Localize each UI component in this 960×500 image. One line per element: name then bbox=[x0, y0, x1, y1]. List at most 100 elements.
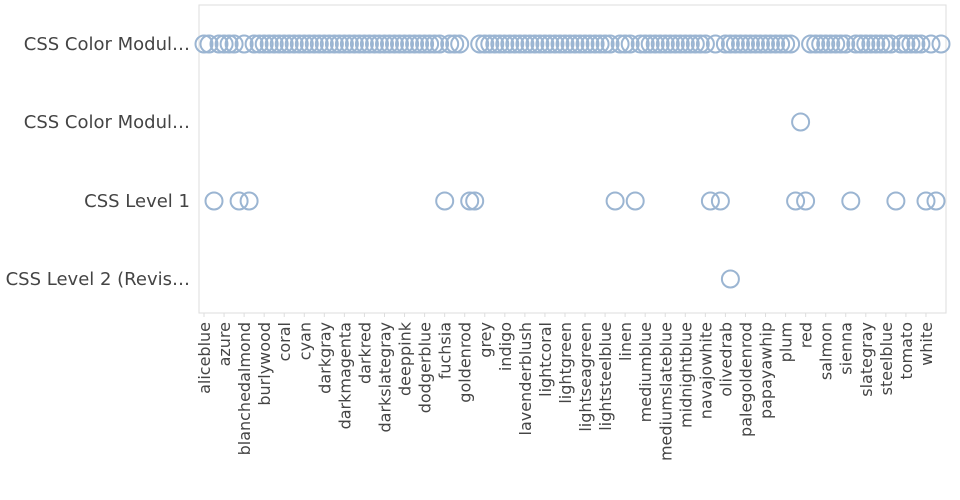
data-point[interactable] bbox=[259, 34, 279, 54]
data-point[interactable] bbox=[289, 34, 309, 54]
data-point[interactable] bbox=[294, 34, 314, 54]
data-point[interactable] bbox=[279, 34, 299, 54]
data-point[interactable] bbox=[194, 34, 214, 54]
data-point[interactable] bbox=[309, 34, 329, 54]
data-point[interactable] bbox=[555, 34, 575, 54]
data-point[interactable] bbox=[269, 34, 289, 54]
data-point[interactable] bbox=[380, 34, 399, 54]
data-point[interactable] bbox=[314, 34, 334, 54]
data-point[interactable] bbox=[590, 34, 610, 54]
data-point[interactable] bbox=[214, 34, 234, 54]
data-point[interactable] bbox=[821, 34, 841, 54]
data-point[interactable] bbox=[786, 191, 806, 211]
data-point[interactable] bbox=[354, 34, 374, 54]
data-point[interactable] bbox=[715, 34, 735, 54]
data-point[interactable] bbox=[720, 269, 740, 289]
data-point[interactable] bbox=[339, 34, 359, 54]
data-point[interactable] bbox=[244, 34, 264, 54]
data-point[interactable] bbox=[395, 34, 414, 54]
data-point[interactable] bbox=[365, 34, 384, 54]
data-point[interactable] bbox=[505, 34, 525, 54]
data-point[interactable] bbox=[831, 34, 851, 54]
data-point[interactable] bbox=[655, 34, 675, 54]
data-point[interactable] bbox=[560, 34, 580, 54]
data-point[interactable] bbox=[585, 34, 605, 54]
data-point[interactable] bbox=[249, 34, 269, 54]
data-point[interactable] bbox=[575, 34, 595, 54]
data-point[interactable] bbox=[906, 34, 926, 54]
data-point[interactable] bbox=[545, 34, 565, 54]
data-point[interactable] bbox=[450, 34, 470, 54]
data-point[interactable] bbox=[926, 191, 946, 211]
data-point[interactable] bbox=[635, 34, 655, 54]
data-point[interactable] bbox=[931, 34, 951, 54]
data-point[interactable] bbox=[324, 34, 344, 54]
data-point[interactable] bbox=[766, 34, 786, 54]
data-point[interactable] bbox=[826, 34, 846, 54]
data-point[interactable] bbox=[375, 34, 394, 54]
data-point[interactable] bbox=[435, 191, 455, 211]
data-point[interactable] bbox=[410, 34, 430, 54]
data-point[interactable] bbox=[640, 34, 660, 54]
data-point[interactable] bbox=[680, 34, 700, 54]
data-point[interactable] bbox=[736, 34, 755, 54]
data-point[interactable] bbox=[390, 34, 409, 54]
data-point[interactable] bbox=[771, 34, 791, 54]
data-point[interactable] bbox=[430, 34, 450, 54]
data-point[interactable] bbox=[851, 34, 871, 54]
data-point[interactable] bbox=[916, 191, 936, 211]
data-point[interactable] bbox=[690, 34, 710, 54]
data-point[interactable] bbox=[756, 34, 775, 54]
data-point[interactable] bbox=[400, 34, 420, 54]
data-point[interactable] bbox=[841, 191, 861, 211]
data-point[interactable] bbox=[510, 34, 530, 54]
data-point[interactable] bbox=[319, 34, 339, 54]
data-point[interactable] bbox=[610, 34, 630, 54]
data-point[interactable] bbox=[465, 191, 485, 211]
data-point[interactable] bbox=[595, 34, 615, 54]
data-point[interactable] bbox=[495, 34, 515, 54]
data-point[interactable] bbox=[334, 34, 354, 54]
data-point[interactable] bbox=[896, 34, 916, 54]
data-point[interactable] bbox=[204, 191, 224, 211]
data-point[interactable] bbox=[219, 34, 239, 54]
data-point[interactable] bbox=[700, 191, 720, 211]
data-point[interactable] bbox=[846, 34, 866, 54]
data-point[interactable] bbox=[861, 34, 881, 54]
data-point[interactable] bbox=[710, 191, 730, 211]
data-point[interactable] bbox=[620, 34, 640, 54]
data-point[interactable] bbox=[796, 191, 816, 211]
data-point[interactable] bbox=[304, 34, 324, 54]
data-point[interactable] bbox=[530, 34, 550, 54]
data-point[interactable] bbox=[746, 34, 765, 54]
data-point[interactable] bbox=[876, 34, 896, 54]
data-point[interactable] bbox=[209, 34, 229, 54]
data-point[interactable] bbox=[254, 34, 274, 54]
data-point[interactable] bbox=[781, 34, 801, 54]
data-point[interactable] bbox=[881, 34, 901, 54]
data-point[interactable] bbox=[891, 34, 911, 54]
data-point[interactable] bbox=[695, 34, 715, 54]
data-point[interactable] bbox=[801, 34, 821, 54]
data-point[interactable] bbox=[515, 34, 535, 54]
data-point[interactable] bbox=[440, 34, 460, 54]
data-point[interactable] bbox=[359, 34, 379, 54]
data-point[interactable] bbox=[490, 34, 510, 54]
data-point[interactable] bbox=[731, 34, 750, 54]
data-point[interactable] bbox=[600, 34, 620, 54]
data-point[interactable] bbox=[725, 34, 745, 54]
data-point[interactable] bbox=[415, 34, 435, 54]
data-point[interactable] bbox=[420, 34, 440, 54]
data-point[interactable] bbox=[806, 34, 826, 54]
data-point[interactable] bbox=[630, 34, 650, 54]
data-point[interactable] bbox=[349, 34, 369, 54]
data-point[interactable] bbox=[866, 34, 886, 54]
data-point[interactable] bbox=[705, 34, 725, 54]
data-point[interactable] bbox=[500, 34, 520, 54]
data-point[interactable] bbox=[675, 34, 695, 54]
data-point[interactable] bbox=[761, 34, 780, 54]
data-point[interactable] bbox=[605, 191, 625, 211]
data-point[interactable] bbox=[239, 191, 259, 211]
data-point[interactable] bbox=[836, 34, 856, 54]
data-point[interactable] bbox=[580, 34, 600, 54]
